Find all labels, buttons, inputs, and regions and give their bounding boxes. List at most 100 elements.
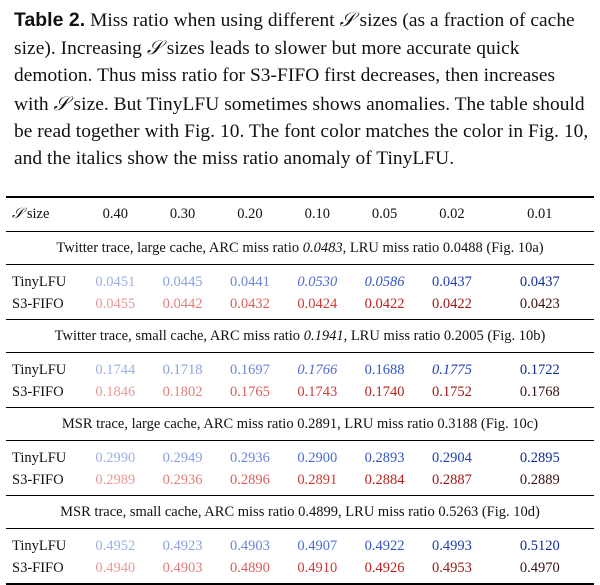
table-cell: 0.0423 xyxy=(519,295,560,312)
caption-text: Miss ratio when using different xyxy=(85,10,340,31)
section-title: MSR trace, small cache, ARC miss ratio 0… xyxy=(6,495,594,529)
table-cell: 0.2949 xyxy=(162,449,203,466)
table-row-s3fifo: S3-FIFO 0.1846 0.1802 0.1765 0.1743 0.17… xyxy=(6,381,594,408)
table-cell: 0.4953 xyxy=(418,557,486,585)
row-label: S3-FIFO xyxy=(12,471,64,488)
table-cell: 0.0422 xyxy=(364,295,405,312)
table-cell: 0.2887 xyxy=(431,471,472,488)
section-title: Twitter trace, small cache, ARC miss rat… xyxy=(6,319,594,353)
table-cell: 0.4903 xyxy=(148,557,217,585)
section-title: Twitter trace, large cache, ARC miss rat… xyxy=(6,231,594,265)
table-cell: 0.0441 xyxy=(230,273,270,290)
column-header: 0.30 xyxy=(148,196,217,232)
column-header: 0.02 xyxy=(418,196,486,232)
section-title-row: MSR trace, small cache, ARC miss ratio 0… xyxy=(6,495,594,529)
caption-symbol: 𝒮 xyxy=(339,8,355,31)
table-row-tinylfu: TinyLFU 0.4952 0.4923 0.4903 0.4907 0.49… xyxy=(6,529,594,558)
table-row-s3fifo: S3-FIFO 0.2989 0.2936 0.2896 0.2891 0.28… xyxy=(6,469,594,496)
table-cell: 0.0437 xyxy=(519,273,560,290)
table-cell: 0.0455 xyxy=(95,295,136,312)
caption-text: sizes (as a fraction of cache size). Inc… xyxy=(14,10,575,60)
table-row-s3fifo: S3-FIFO 0.0455 0.0442 0.0432 0.0424 0.04… xyxy=(6,293,594,320)
table-cell: 0.1697 xyxy=(230,361,270,378)
arc-miss-ratio: 0.1941 xyxy=(303,327,344,344)
table-row-s3fifo: S3-FIFO 0.4940 0.4903 0.4890 0.4910 0.49… xyxy=(6,557,594,585)
table-cell: 0.1718 xyxy=(162,361,203,378)
table-cell: 0.1722 xyxy=(519,361,560,378)
table-cell: 0.4952 xyxy=(95,537,136,554)
size-symbol: 𝒮 xyxy=(12,206,24,222)
table-caption: Table 2. Miss ratio when using different… xyxy=(14,6,594,172)
table-cell: 0.0442 xyxy=(162,295,203,312)
column-header: 0.05 xyxy=(350,196,419,232)
table-cell: 0.4926 xyxy=(350,557,419,585)
table-cell: 0.2936 xyxy=(230,449,270,466)
size-header-label: size xyxy=(23,206,50,222)
table-cell: 0.0445 xyxy=(162,273,203,290)
table-cell: 0.4907 xyxy=(297,537,338,554)
table-cell: 0.2893 xyxy=(364,449,405,466)
table-cell: 0.0432 xyxy=(230,295,270,312)
table-cell: 0.2990 xyxy=(95,449,136,466)
miss-ratio-table: 𝒮 size 0.40 0.30 0.20 0.10 0.05 0.02 0.0… xyxy=(6,196,594,585)
table-cell: 0.2896 xyxy=(230,471,270,488)
row-label: TinyLFU xyxy=(12,273,67,290)
table-cell: 0.4993 xyxy=(431,537,472,554)
table-cell: 0.0437 xyxy=(431,273,472,290)
row-label: TinyLFU xyxy=(12,361,67,378)
table-cell: 0.5120 xyxy=(519,537,560,554)
table-cell: 0.4903 xyxy=(230,537,270,554)
table-header-row: 𝒮 size 0.40 0.30 0.20 0.10 0.05 0.02 0.0… xyxy=(6,196,594,232)
table-cell: 0.1766 xyxy=(297,361,338,378)
table-cell: 0.0530 xyxy=(297,273,338,290)
row-label: TinyLFU xyxy=(12,537,67,554)
table-row-tinylfu: TinyLFU 0.0451 0.0445 0.0441 0.0530 0.05… xyxy=(6,265,594,294)
row-label: TinyLFU xyxy=(12,449,67,466)
caption-symbol: 𝒮 xyxy=(53,91,69,115)
column-header: 0.40 xyxy=(81,196,149,232)
table-cell: 0.1740 xyxy=(364,383,405,400)
column-header: 0.01 xyxy=(485,196,594,232)
table-row-tinylfu: TinyLFU 0.1744 0.1718 0.1697 0.1766 0.16… xyxy=(6,353,594,382)
column-header: 0.20 xyxy=(216,196,284,232)
caption-label: Table 2. xyxy=(14,9,86,31)
row-label: S3-FIFO xyxy=(6,557,82,585)
section-title-row: Twitter trace, large cache, ARC miss rat… xyxy=(6,231,594,265)
table-cell: 0.4910 xyxy=(283,557,351,585)
table-cell: 0.4970 xyxy=(485,557,594,585)
table-cell: 0.1744 xyxy=(95,361,136,378)
table-cell: 0.2989 xyxy=(95,471,136,488)
arc-miss-ratio: 0.4899 xyxy=(298,503,339,520)
caption-text: sizes leads to slower but more accurate … xyxy=(14,38,556,115)
table-cell: 0.4922 xyxy=(364,537,405,554)
table-cell: 0.2891 xyxy=(297,471,338,488)
table-cell: 0.2900 xyxy=(297,449,338,466)
table-cell: 0.1846 xyxy=(95,383,136,400)
caption-symbol: 𝒮 xyxy=(146,36,162,60)
table-cell: 0.0422 xyxy=(431,295,472,312)
arc-miss-ratio: 0.2891 xyxy=(297,415,338,432)
table-row-tinylfu: TinyLFU 0.2990 0.2949 0.2936 0.2900 0.28… xyxy=(6,441,594,470)
table-cell: 0.2936 xyxy=(162,471,203,488)
table-cell: 0.0451 xyxy=(95,273,136,290)
table-cell: 0.0424 xyxy=(297,295,338,312)
table-cell: 0.2904 xyxy=(431,449,472,466)
table-cell: 0.1765 xyxy=(230,383,270,400)
table-cell: 0.2895 xyxy=(519,449,560,466)
size-header: 𝒮 size xyxy=(6,196,82,232)
table-cell: 0.2889 xyxy=(519,471,560,488)
table-cell: 0.1752 xyxy=(431,383,472,400)
table-cell: 0.1688 xyxy=(364,361,405,378)
table-cell: 0.1802 xyxy=(162,383,203,400)
table-cell: 0.4923 xyxy=(162,537,203,554)
section-title-row: MSR trace, large cache, ARC miss ratio 0… xyxy=(6,407,594,441)
column-header: 0.10 xyxy=(283,196,351,232)
table-cell: 0.0586 xyxy=(364,273,405,290)
table-cell: 0.2884 xyxy=(364,471,405,488)
row-label: S3-FIFO xyxy=(12,383,64,400)
row-label: S3-FIFO xyxy=(12,295,64,312)
table-cell: 0.1768 xyxy=(519,383,560,400)
table-cell: 0.1743 xyxy=(297,383,338,400)
table-cell: 0.4940 xyxy=(81,557,149,585)
